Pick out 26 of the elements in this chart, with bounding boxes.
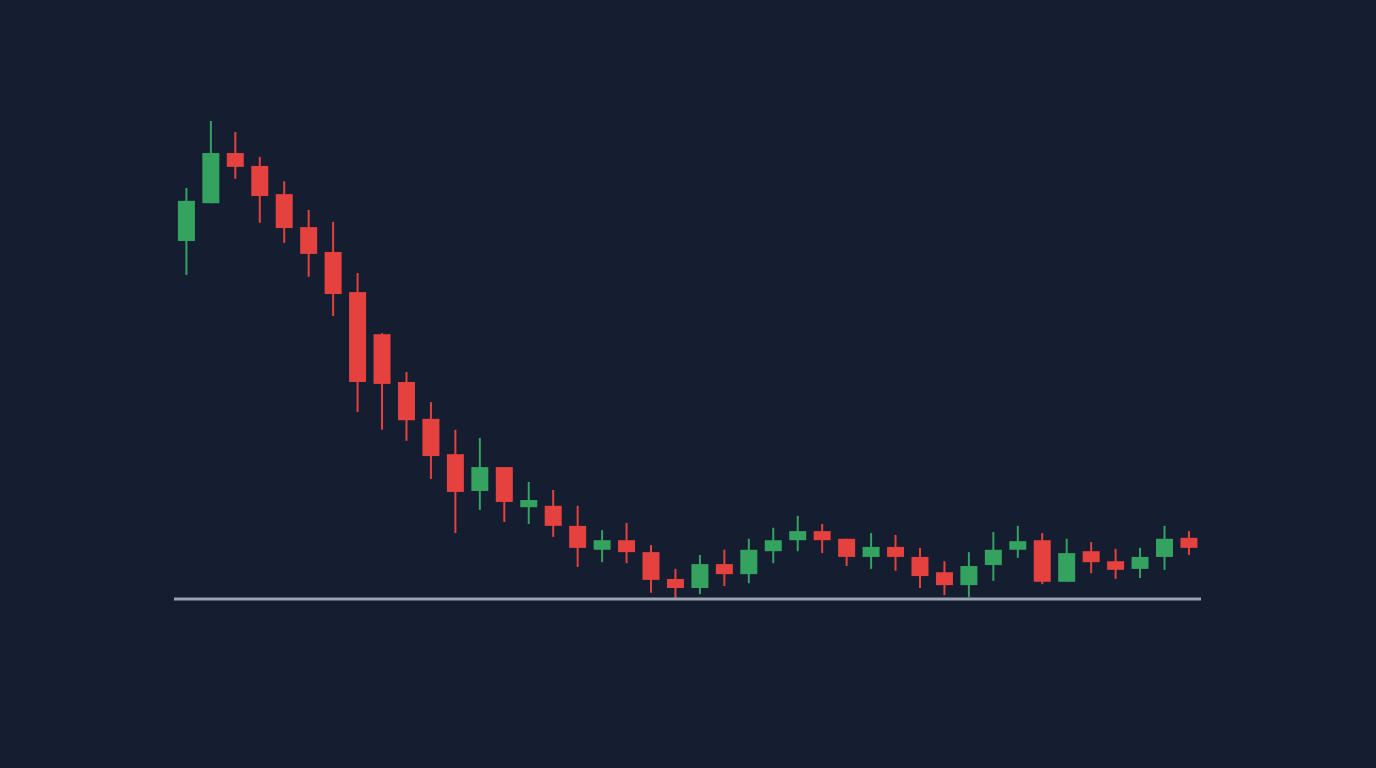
candlestick xyxy=(691,554,709,596)
candlestick xyxy=(1180,530,1198,557)
candlestick xyxy=(862,532,880,570)
candlestick xyxy=(887,533,905,572)
candlestick xyxy=(813,522,831,555)
candlestick xyxy=(1107,547,1125,580)
candlestick xyxy=(471,436,489,512)
candlestick xyxy=(1131,546,1149,579)
candlestick xyxy=(1156,524,1174,571)
candlestick xyxy=(520,480,538,525)
candlestick xyxy=(911,546,929,590)
candlestick xyxy=(960,551,978,599)
candlestick xyxy=(666,567,684,599)
candlestick xyxy=(935,560,953,597)
candlestick xyxy=(789,514,807,553)
candlestick xyxy=(764,526,782,565)
candlestick xyxy=(618,522,636,565)
candlestick xyxy=(838,537,856,568)
candlestick xyxy=(569,504,587,568)
candlestick xyxy=(593,529,611,564)
candlestick xyxy=(226,130,244,180)
candlestick xyxy=(984,531,1002,582)
candlestick xyxy=(1009,524,1027,559)
candlestick xyxy=(1082,541,1100,575)
candlestick xyxy=(715,548,733,588)
candlestick xyxy=(544,489,562,538)
